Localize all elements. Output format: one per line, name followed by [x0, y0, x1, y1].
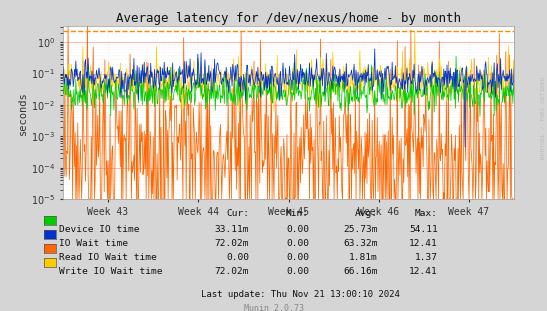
- Text: 54.11: 54.11: [409, 225, 438, 234]
- Text: Device IO time: Device IO time: [59, 225, 139, 234]
- Text: 63.32m: 63.32m: [343, 239, 377, 248]
- Text: 12.41: 12.41: [409, 239, 438, 248]
- Title: Average latency for /dev/nexus/home - by month: Average latency for /dev/nexus/home - by…: [116, 12, 461, 25]
- Text: 33.11m: 33.11m: [214, 225, 249, 234]
- Text: 0.00: 0.00: [286, 267, 309, 276]
- Text: 0.00: 0.00: [286, 225, 309, 234]
- Text: Min:: Min:: [286, 209, 309, 218]
- Text: Write IO Wait time: Write IO Wait time: [59, 267, 162, 276]
- Text: Last update: Thu Nov 21 13:00:10 2024: Last update: Thu Nov 21 13:00:10 2024: [201, 290, 400, 299]
- Text: 72.02m: 72.02m: [214, 267, 249, 276]
- Text: 12.41: 12.41: [409, 267, 438, 276]
- Text: Read IO Wait time: Read IO Wait time: [59, 253, 156, 262]
- Text: Cur:: Cur:: [226, 209, 249, 218]
- Text: Munin 2.0.73: Munin 2.0.73: [243, 304, 304, 311]
- Y-axis label: seconds: seconds: [18, 91, 28, 135]
- Text: 66.16m: 66.16m: [343, 267, 377, 276]
- Text: RRDTOOL / TOBI OETIKER: RRDTOOL / TOBI OETIKER: [541, 77, 546, 160]
- Text: 72.02m: 72.02m: [214, 239, 249, 248]
- Text: IO Wait time: IO Wait time: [59, 239, 127, 248]
- Text: 1.81m: 1.81m: [348, 253, 377, 262]
- Text: 0.00: 0.00: [286, 239, 309, 248]
- Text: 0.00: 0.00: [286, 253, 309, 262]
- Text: 25.73m: 25.73m: [343, 225, 377, 234]
- Text: Avg:: Avg:: [354, 209, 377, 218]
- Text: 1.37: 1.37: [415, 253, 438, 262]
- Text: 0.00: 0.00: [226, 253, 249, 262]
- Text: Max:: Max:: [415, 209, 438, 218]
